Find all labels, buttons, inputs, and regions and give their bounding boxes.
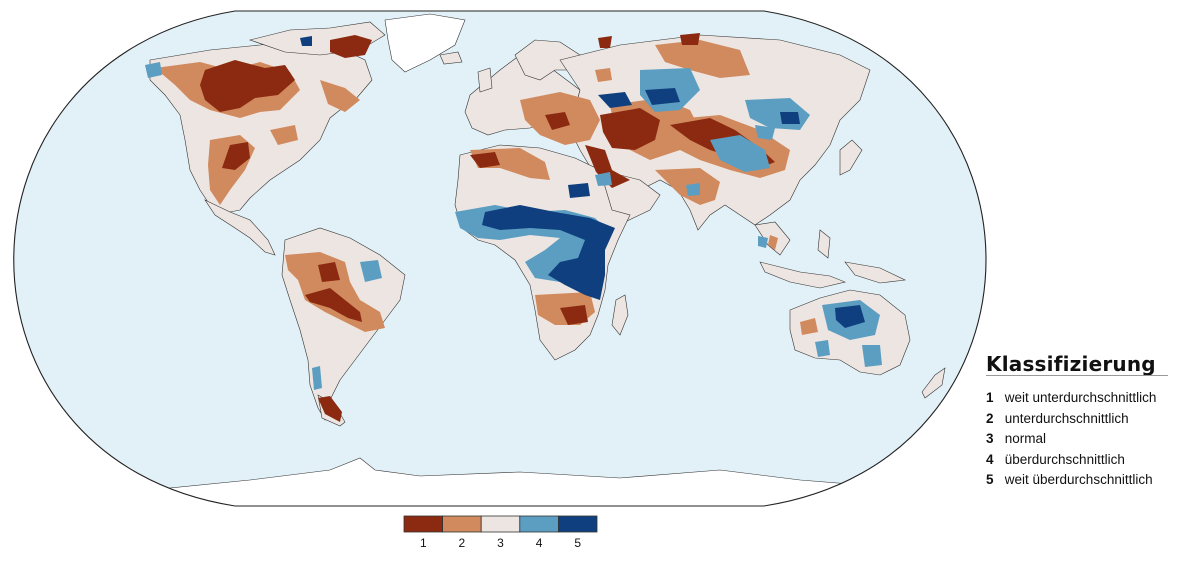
region [758,236,768,248]
region [815,340,830,357]
color-scale-label: 4 [536,536,543,550]
central-america [204,199,276,256]
region [145,62,162,78]
legend-item: 1 weit unterdurchschnittlich [986,390,1186,411]
ice-areas [99,13,981,506]
color-scale-label: 3 [497,536,504,550]
color-scale-label: 2 [459,536,466,550]
region [222,142,250,170]
region [270,125,298,145]
region [595,172,612,186]
british-isles [477,67,493,93]
legend-item-number: 5 [986,472,994,487]
legend-item: 5 weit überdurchschnittlich [986,472,1186,493]
region [862,345,882,367]
color-scale-swatch [519,515,559,533]
region [568,183,590,198]
legend-item: 3 normal [986,431,1186,452]
region [686,183,700,196]
region [598,92,632,108]
region [680,33,700,45]
color-scale-swatch [480,515,521,533]
region [470,152,500,168]
region [655,40,750,78]
antarctica [99,457,981,506]
region [595,68,612,82]
color-scale-swatch [403,515,443,533]
legend-rows: 1 weit unterdurchschnittlich 2 unterdurc… [986,390,1186,493]
color-scale-label: 5 [574,536,581,550]
legend-item-label: weit unterdurchschnittlich [1004,390,1157,405]
region [482,205,615,300]
legend-item: 4 überdurchschnittlich [986,452,1186,473]
japan [839,139,863,176]
legend: Klassifizierung 1 weit unterdurchschnitt… [986,352,1186,493]
region [835,305,865,328]
region [300,36,312,46]
legend-item-number: 4 [986,451,994,467]
legend-item-label: überdurchschnittlich [1004,451,1125,467]
color-scale-swatch [442,515,482,533]
region [598,36,612,48]
class-5-regions [300,36,865,328]
legend-item-label: normal [1004,431,1047,446]
color-scale-label: 1 [420,536,427,550]
legend-item: 2 unterdurchschnittlich [986,411,1186,432]
region [318,396,342,422]
region [360,260,382,282]
color-scale-swatch [558,515,598,533]
region [330,35,372,58]
legend-title: Klassifizierung [986,352,1156,376]
new-guinea [844,261,907,284]
region [780,112,800,124]
region [545,112,570,130]
color-scale-bar: 1 2 3 4 5 [403,515,598,550]
region [645,88,680,105]
region [768,235,778,250]
legend-item-number: 3 [986,431,994,446]
legend-item-number: 2 [986,410,994,426]
madagascar [611,294,629,336]
region [560,305,588,325]
new-zealand [921,367,946,399]
legend-item-label: weit überdurchschnittlich [1004,472,1153,487]
region [600,108,660,150]
legend-item-label: unterdurchschnittlich [1004,410,1129,426]
legend-title-underline [986,375,1168,376]
region [320,80,360,112]
region [800,318,818,335]
region [312,366,322,390]
region [318,262,340,282]
greenland [384,13,466,73]
legend-item-number: 1 [986,390,994,405]
region [200,60,295,112]
region [305,288,362,322]
region [710,135,770,172]
globe-outline [13,10,987,507]
region [585,145,630,188]
region [755,125,775,140]
indonesia-a [759,261,846,289]
iceland [439,51,463,65]
philippines [817,229,831,259]
